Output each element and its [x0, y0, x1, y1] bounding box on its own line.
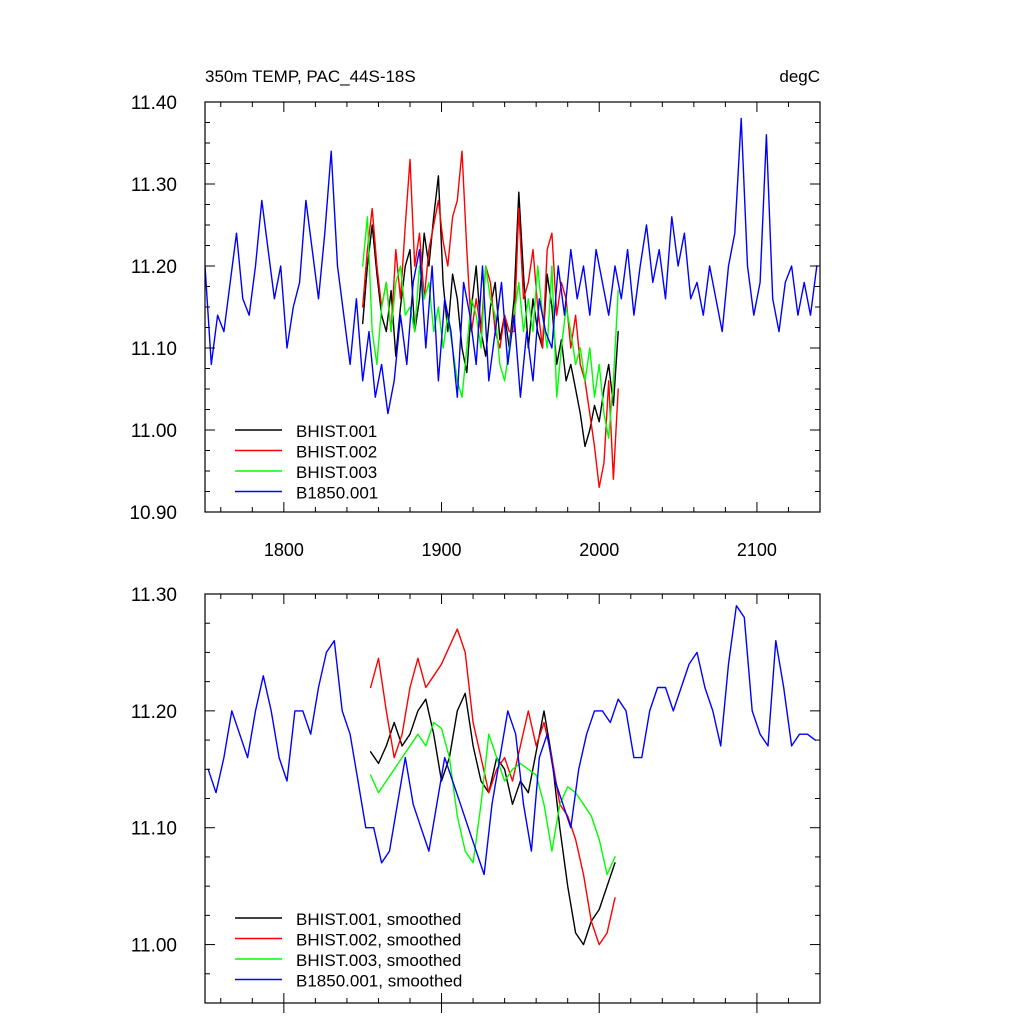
top-series-group: [205, 117, 818, 489]
top-y-tick-label: 10.90: [129, 503, 177, 524]
bottom-legend: BHIST.001, smoothed BHIST.002, smoothedBH…: [235, 910, 462, 991]
bottom-y-tick-label: 11.00: [131, 936, 177, 957]
bottom-y-tick-label: 11.30: [131, 585, 177, 606]
top-x-tick-label: 2000: [579, 540, 619, 560]
top-series-line-4: [205, 117, 818, 415]
top-series-line-3: [362, 216, 619, 439]
top-legend-label-4: B1850.001: [296, 484, 378, 503]
bottom-y-tick-label: 11.10: [131, 819, 177, 840]
top-legend-label-3: BHIST.003: [296, 463, 377, 482]
bottom-series-line-1: [369, 692, 616, 946]
top-title: 350m TEMP, PAC_44S-18S: [205, 67, 416, 86]
top-x-tick-label: 2100: [737, 540, 777, 560]
top-y-tick-label: 11.00: [131, 421, 177, 442]
top-series-line-1: [362, 175, 619, 448]
bottom-legend-label-4: B1850.001, smoothed: [296, 972, 462, 991]
bottom-legend-label-2: BHIST.002, smoothed: [296, 931, 461, 950]
top-units-label: degC: [779, 67, 820, 86]
top-legend-label-2: BHIST.002: [296, 443, 377, 462]
top-y-tick-label: 11.20: [131, 257, 177, 278]
bottom-series-line-3: [369, 721, 616, 876]
top-series-line-2: [362, 150, 619, 489]
top-panel: 350m TEMP, PAC_44S-18S degC 1800 1900 2000…: [129, 67, 821, 560]
bottom-legend-label-3: BHIST.003, smoothed: [296, 951, 461, 970]
top-y-tick-label: 11.10: [131, 339, 177, 360]
bottom-series-line-4: [207, 605, 816, 876]
top-y-tick-label: 11.40: [131, 93, 177, 114]
bottom-series-group: [207, 605, 816, 946]
bottom-y-tick-label: 11.20: [131, 702, 177, 723]
bottom-legend-label-1: BHIST.001, smoothed: [296, 910, 461, 929]
top-y-tick-label: 11.30: [131, 175, 177, 196]
top-x-tick-label: 1800: [264, 540, 304, 560]
top-plot: 1800 1900 2000 2100 10.90 11.00 11.10 11.20 11.3…: [129, 93, 821, 560]
bottom-series-line-2: [369, 628, 616, 946]
top-legend-label-1: BHIST.001: [296, 422, 377, 441]
top-x-tick-label: 1900: [422, 540, 462, 560]
